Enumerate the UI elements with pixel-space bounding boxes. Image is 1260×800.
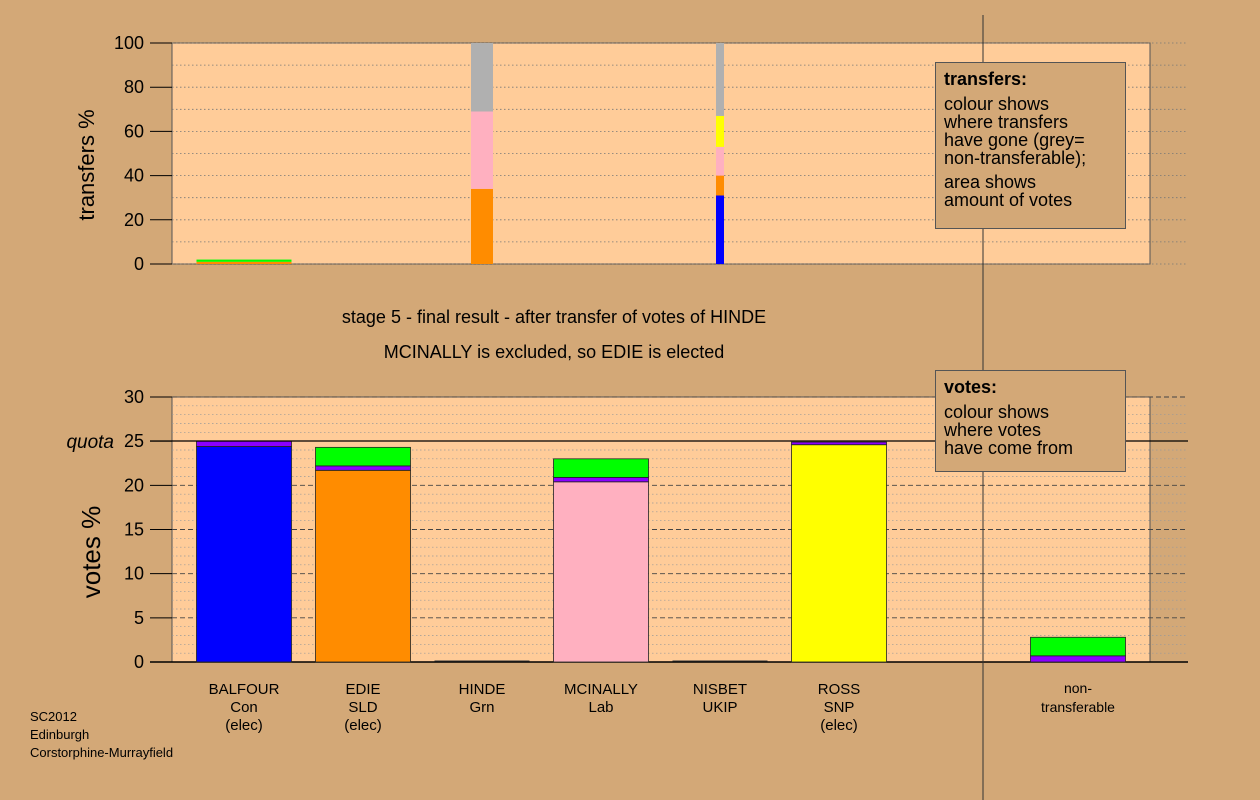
quota-label: quota	[66, 432, 114, 453]
top-y-tick-label: 60	[124, 121, 144, 141]
nontransferable-label-line2: transferable	[1041, 699, 1115, 715]
transfer-segment	[471, 43, 493, 112]
vote-segment	[315, 446, 411, 467]
vote-segment	[315, 469, 411, 663]
transfer-segment	[716, 115, 724, 147]
stage-caption: stage 5 - final result - after transfer …	[342, 307, 766, 327]
candidate-label-party: UKIP	[702, 699, 737, 716]
result-caption: MCINALLY is excluded, so EDIE is elected	[384, 342, 725, 362]
nontransferable-label-line1: non-	[1064, 680, 1092, 696]
votes-legend-line: where votes	[944, 420, 1042, 440]
vote-segment	[1030, 655, 1126, 663]
candidate-label-party: SNP	[824, 699, 855, 716]
bottom-y-tick-label: 5	[134, 608, 144, 628]
candidate-label-name: EDIE	[345, 681, 380, 698]
top-y-tick-label: 20	[124, 210, 144, 230]
vote-segment	[553, 481, 649, 663]
vote-segment	[553, 458, 649, 478]
transfer-segment	[196, 261, 292, 264]
bottom-y-tick-label: 10	[124, 564, 144, 584]
transfers-legend-title: transfers:	[944, 69, 1028, 89]
top-y-tick-label: 100	[114, 33, 144, 53]
candidate-label-name: MCINALLY	[564, 681, 638, 698]
footer-council: Edinburgh	[30, 727, 90, 742]
votes-legend-line: have come from	[944, 438, 1074, 458]
bottom-y-axis-title: votes %	[76, 506, 106, 599]
bottom-y-tick-label: 15	[124, 520, 144, 540]
transfers-legend-line: colour shows	[944, 94, 1050, 114]
votes-legend: votes: colour shows where votes have com…	[935, 370, 1126, 472]
candidate-label-name: NISBET	[693, 681, 747, 698]
candidate-label-name: HINDE	[459, 681, 506, 698]
transfer-segment	[471, 111, 493, 189]
candidate-label-status: (elec)	[344, 717, 382, 734]
vote-segment	[791, 444, 887, 663]
transfers-legend-line: amount of votes	[944, 190, 1073, 210]
bottom-y-tick-label: 30	[124, 387, 144, 407]
candidate-label-party: SLD	[348, 699, 377, 716]
vote-segment	[196, 440, 292, 447]
footer-election: SC2012	[30, 709, 77, 724]
transfers-legend-line: non-transferable);	[944, 148, 1087, 168]
vote-segment	[791, 441, 887, 446]
votes-legend-title: votes:	[944, 377, 998, 397]
candidate-label-status: (elec)	[225, 717, 263, 734]
bottom-y-tick-label: 0	[134, 652, 144, 672]
transfer-segment	[716, 146, 724, 176]
candidate-label-party: Grn	[469, 699, 494, 716]
transfers-legend-line: have gone (grey=	[944, 130, 1085, 150]
transfers-legend-line: where transfers	[944, 112, 1069, 132]
vote-segment	[553, 476, 649, 483]
candidate-label-party: Con	[230, 699, 258, 716]
transfers-legend-line: area shows	[944, 172, 1037, 192]
transfer-segment	[716, 175, 724, 196]
footer: SC2012 Edinburgh Corstorphine-Murrayfiel…	[30, 708, 173, 762]
bottom-y-tick-label: 20	[124, 475, 144, 495]
votes-legend-line: colour shows	[944, 402, 1050, 422]
top-y-tick-label: 40	[124, 166, 144, 186]
top-y-tick-label: 0	[134, 254, 144, 274]
top-y-axis-title: transfers %	[74, 109, 99, 220]
candidate-label-status: (elec)	[820, 717, 858, 734]
vote-segment	[196, 446, 292, 663]
transfer-segment	[716, 195, 724, 264]
footer-ward: Corstorphine-Murrayfield	[30, 745, 174, 760]
transfers-legend: transfers: colour shows where transfers …	[935, 62, 1126, 229]
vote-segment	[315, 465, 411, 471]
transfer-segment	[196, 259, 292, 262]
candidate-label-party: Lab	[588, 699, 613, 716]
bottom-y-tick-label: 25	[124, 431, 144, 451]
top-y-tick-label: 80	[124, 77, 144, 97]
candidate-label-name: ROSS	[818, 681, 861, 698]
candidate-label-name: BALFOUR	[209, 681, 280, 698]
transfer-segment	[716, 43, 724, 116]
vote-segment	[1030, 636, 1126, 657]
transfer-segment	[471, 188, 493, 264]
